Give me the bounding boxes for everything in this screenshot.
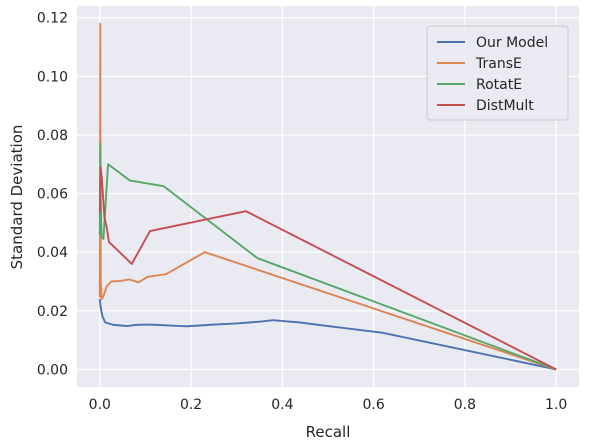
legend-box [426,25,569,121]
y-tick-label: 0.12 [37,11,68,27]
y-tick-label: 0.00 [37,362,68,378]
y-axis-title: Standard Deviation [8,125,26,270]
series-line-our-model [98,298,557,371]
x-tick-label: 0.2 [180,397,202,413]
x-tick-label: 0.8 [454,397,476,413]
grid-lines [77,6,579,387]
series-line-transe [98,22,557,371]
y-tick-label: 0.08 [37,128,68,144]
legend: Our Model TransE RotatE DistMult [426,25,569,121]
y-tick-label: 0.06 [37,187,68,203]
tick-labels: 0.0 0.2 0.4 0.6 0.8 1.0 0.00 0.02 0.04 0.06 0.08 0.… [37,11,567,413]
series-lines [98,22,557,371]
x-tick-label: 0.0 [89,397,111,413]
legend-label-transe: TransE [475,56,522,72]
y-tick-label: 0.02 [37,304,68,320]
legend-label-rotate: RotatE [476,77,522,93]
legend-label-our-model: Our Model [476,35,548,51]
y-tick-label: 0.10 [37,69,68,85]
x-tick-label: 0.4 [271,397,293,413]
x-tick-label: 0.6 [363,397,385,413]
x-axis-title: Recall [306,423,351,441]
series-line-distmult [98,166,557,371]
legend-label-distmult: DistMult [476,98,534,114]
x-tick-label: 1.0 [545,397,567,413]
y-tick-label: 0.04 [37,245,68,261]
